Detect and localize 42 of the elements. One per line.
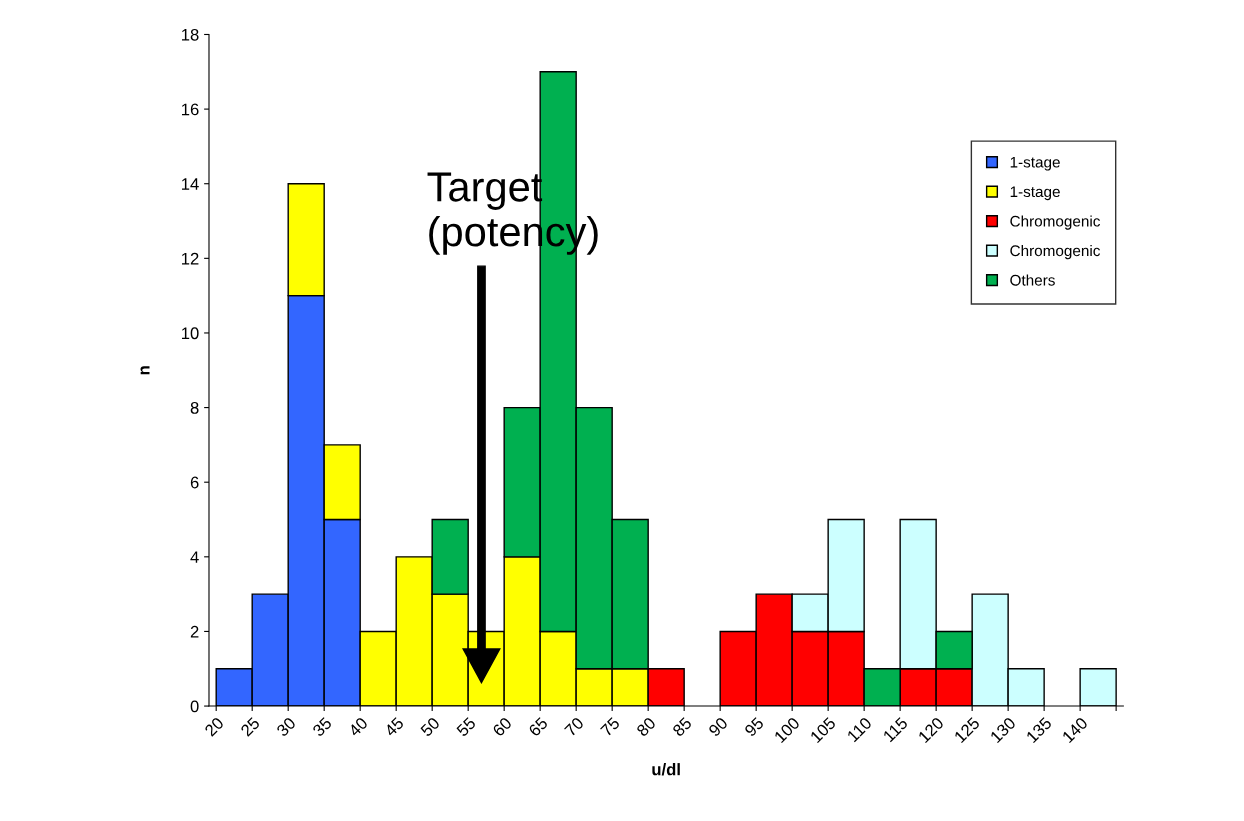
x-tick-label: 60 — [491, 716, 513, 737]
x-tick-label: 120 — [917, 716, 945, 744]
legend-label: Chromogenic — [1010, 244, 1101, 260]
y-tick-label: 2 — [190, 625, 199, 638]
y-tick-label: 6 — [190, 476, 199, 489]
x-tick-label: 80 — [635, 716, 657, 738]
x-tick-label: 25 — [239, 716, 261, 737]
y-tick-label: 0 — [190, 700, 199, 713]
x-tick-label: 135 — [1025, 716, 1053, 744]
x-tick-label: 40 — [347, 716, 369, 738]
y-tick-label: 18 — [182, 28, 199, 41]
x-tick-label: 70 — [563, 716, 585, 737]
x-tick-label: 130 — [989, 716, 1017, 744]
x-tick-label: 55 — [455, 716, 477, 738]
legend-label: 1-stage — [1010, 186, 1060, 201]
x-tick-label: 140 — [1061, 716, 1089, 744]
legend-label: Others — [1010, 274, 1055, 286]
x-tick-label: 35 — [311, 716, 333, 738]
y-axis-title: n — [140, 366, 150, 375]
y-tick-label: 8 — [190, 401, 199, 414]
x-tick-label: 75 — [600, 716, 621, 737]
x-tick-label: 95 — [743, 716, 765, 737]
y-tick-label: 12 — [182, 252, 199, 265]
x-tick-label: 85 — [671, 716, 693, 738]
x-tick-label: 105 — [809, 716, 837, 744]
y-tick-label: 4 — [190, 551, 199, 563]
x-tick-label: 50 — [419, 716, 441, 738]
x-tick-label: 100 — [773, 716, 801, 744]
x-axis-title: u/dl — [652, 763, 680, 776]
x-tick-label: 125 — [953, 716, 981, 744]
y-tick-label: 14 — [182, 178, 199, 190]
x-tick-label: 30 — [275, 716, 297, 738]
x-tick-label: 65 — [527, 716, 549, 737]
x-tick-label: 45 — [383, 716, 405, 738]
y-tick-label: 16 — [182, 103, 199, 116]
legend-label: Chromogenic — [1010, 215, 1101, 230]
x-tick-label: 110 — [846, 716, 873, 743]
x-tick-label: 90 — [707, 716, 729, 737]
x-tick-label: 20 — [203, 716, 225, 737]
legend-label: 1-stage — [1010, 156, 1060, 171]
y-tick-label: 10 — [182, 327, 199, 340]
x-tick-label: 115 — [882, 716, 909, 743]
